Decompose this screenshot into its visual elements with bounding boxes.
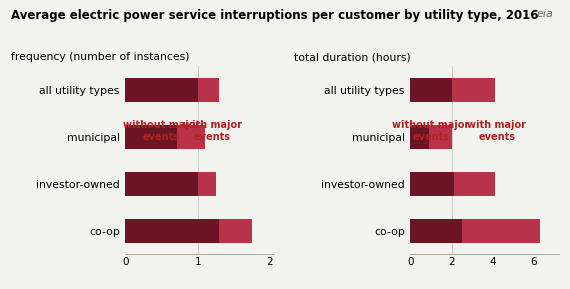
Text: without major
events: without major events — [123, 121, 200, 142]
Text: without major
events: without major events — [392, 121, 470, 142]
Bar — [125, 172, 198, 196]
Text: with major
events: with major events — [182, 121, 242, 142]
Bar — [410, 78, 451, 102]
Bar — [410, 219, 462, 242]
Text: Average electric power service interruptions per customer by utility type, 2016: Average electric power service interrupt… — [11, 9, 539, 22]
Text: with major
events: with major events — [467, 121, 526, 142]
Bar — [125, 78, 219, 102]
Bar — [125, 219, 252, 242]
Bar — [125, 219, 219, 242]
Bar — [410, 125, 451, 149]
Bar — [125, 125, 205, 149]
Bar — [410, 219, 540, 242]
Bar — [125, 172, 216, 196]
Bar — [410, 172, 454, 196]
Text: total duration (hours): total duration (hours) — [294, 52, 410, 62]
Bar — [410, 125, 429, 149]
Text: eia: eia — [536, 9, 553, 19]
Bar — [125, 78, 198, 102]
Bar — [410, 78, 495, 102]
Bar — [410, 172, 495, 196]
Text: frequency (number of instances): frequency (number of instances) — [11, 52, 190, 62]
Bar — [125, 125, 177, 149]
